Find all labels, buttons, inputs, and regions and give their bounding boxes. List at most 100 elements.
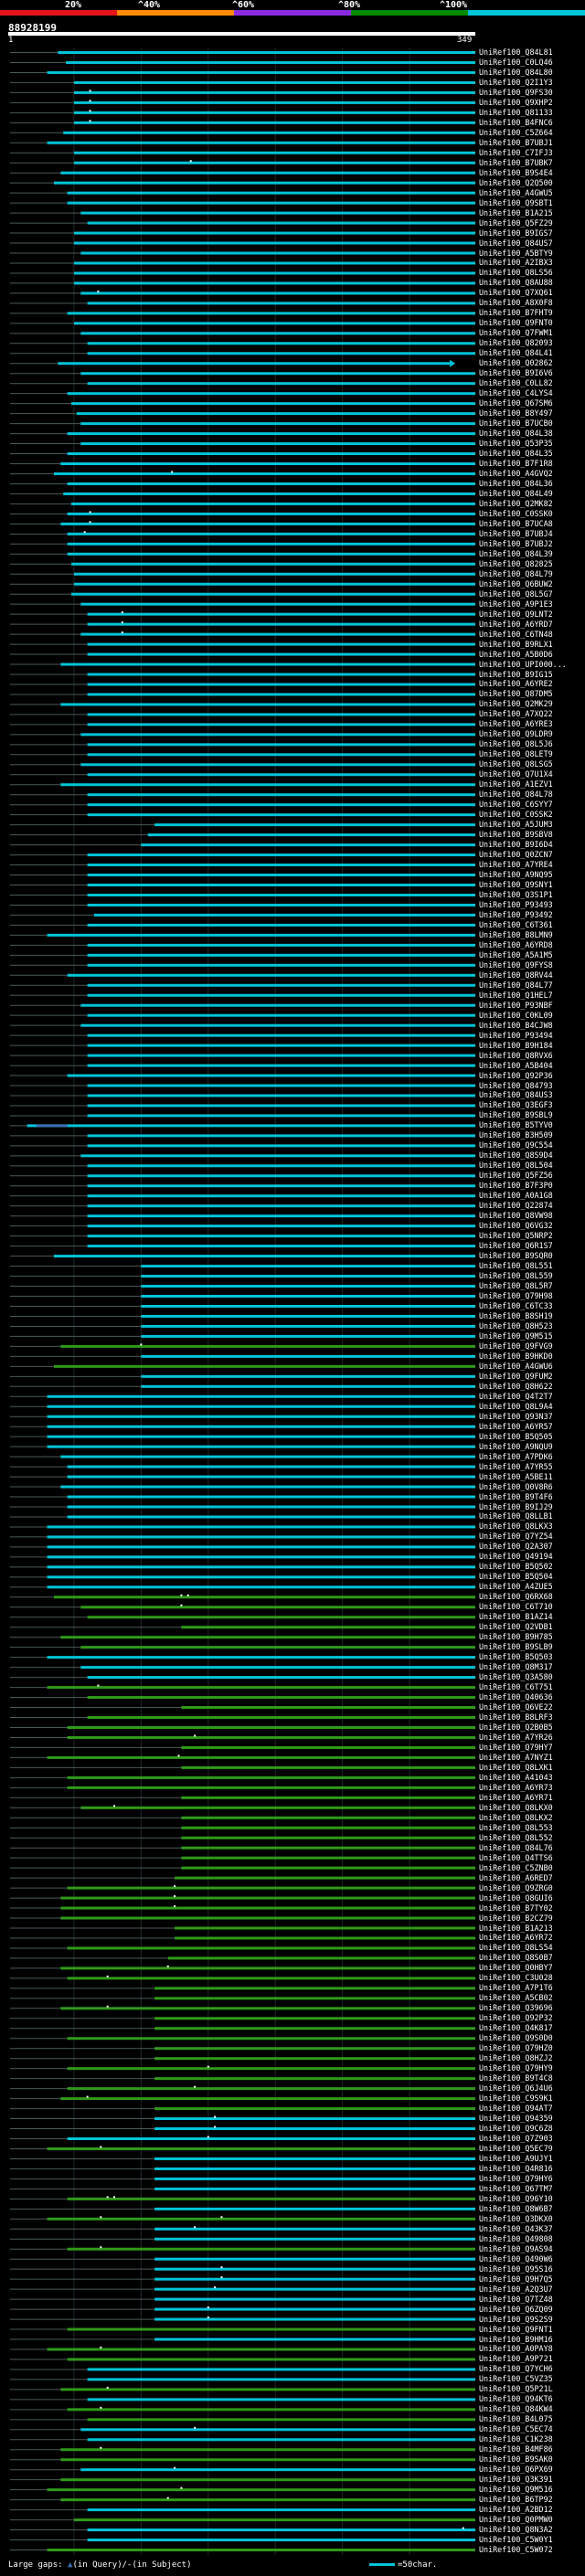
hit-label[interactable]: UniRef100_Q9FVG9 xyxy=(479,1341,553,1351)
hit-label[interactable]: UniRef100_B4CJW8 xyxy=(479,1020,553,1030)
hit-bar[interactable] xyxy=(141,1324,475,1328)
hit-bar[interactable] xyxy=(67,2067,475,2071)
hit-label[interactable]: UniRef100_Q9S0D0 xyxy=(479,2033,553,2043)
hit-bar[interactable] xyxy=(181,1836,475,1839)
hit-label[interactable]: UniRef100_Q6VE22 xyxy=(479,1702,553,1712)
hit-label[interactable]: UniRef100_Q5FZ56 xyxy=(479,1171,553,1181)
hit-label[interactable]: UniRef100_Q81133 xyxy=(479,107,553,117)
hit-label[interactable]: UniRef100_Q53P35 xyxy=(479,439,553,449)
hit-bar[interactable] xyxy=(80,2428,476,2432)
hit-label[interactable]: UniRef100_A6YR72 xyxy=(479,1933,553,1943)
hit-bar[interactable] xyxy=(87,963,475,967)
hit-label[interactable]: UniRef100_Q7YZ54 xyxy=(479,1532,553,1542)
hit-bar[interactable] xyxy=(67,1786,475,1789)
hit-label[interactable]: UniRef100_C5W0Y1 xyxy=(479,2535,553,2545)
hit-label[interactable]: UniRef100_Q67TM7 xyxy=(479,2183,553,2193)
hit-bar[interactable] xyxy=(80,1023,476,1027)
hit-bar[interactable] xyxy=(154,2107,475,2111)
hit-bar[interactable] xyxy=(47,1415,475,1418)
hit-bar[interactable] xyxy=(154,1987,475,1990)
hit-bar[interactable] xyxy=(147,833,475,837)
hit-label[interactable]: UniRef100_Q7YCH6 xyxy=(479,2364,553,2374)
hit-label[interactable]: UniRef100_Q9SBT1 xyxy=(479,197,553,207)
hit-label[interactable]: UniRef100_Q82093 xyxy=(479,338,553,348)
hit-bar[interactable] xyxy=(71,592,475,596)
hit-label[interactable]: UniRef100_A6RED7 xyxy=(479,1872,553,1882)
hit-bar[interactable] xyxy=(73,261,476,265)
hit-bar[interactable] xyxy=(87,883,475,886)
hit-bar[interactable] xyxy=(181,1796,475,1799)
hit-bar[interactable] xyxy=(47,2549,475,2552)
hit-bar[interactable] xyxy=(154,2167,475,2170)
hit-bar[interactable] xyxy=(58,50,476,54)
hit-bar[interactable] xyxy=(87,1013,475,1017)
hit-label[interactable]: UniRef100_B3H509 xyxy=(479,1130,553,1140)
hit-bar[interactable] xyxy=(47,1525,475,1529)
hit-label[interactable]: UniRef100_B9SQR0 xyxy=(479,1251,553,1261)
hit-label[interactable]: UniRef100_Q8S0B7 xyxy=(479,1953,553,1963)
hit-label[interactable]: UniRef100_B9HKD0 xyxy=(479,1351,553,1361)
hit-bar[interactable] xyxy=(154,2157,475,2160)
hit-label[interactable]: UniRef100_Q8L9A4 xyxy=(479,1401,553,1411)
hit-bar[interactable] xyxy=(87,1245,475,1248)
hit-label[interactable]: UniRef100_Q8L559 xyxy=(479,1271,553,1281)
hit-label[interactable]: UniRef100_Q94359 xyxy=(479,2114,553,2124)
hit-bar[interactable] xyxy=(67,1505,475,1509)
hit-label[interactable]: UniRef100_Q9M516 xyxy=(479,2485,553,2495)
hit-bar[interactable] xyxy=(181,1816,475,1819)
hit-bar[interactable] xyxy=(141,843,475,847)
hit-bar[interactable] xyxy=(87,2539,475,2542)
hit-label[interactable]: UniRef100_B9I6D4 xyxy=(479,840,553,850)
hit-bar[interactable] xyxy=(60,2388,475,2391)
hit-label[interactable]: UniRef100_Q3K391 xyxy=(479,2475,553,2485)
hit-label[interactable]: UniRef100_Q0HBY7 xyxy=(479,1963,553,1973)
hit-label[interactable]: UniRef100_A0PAY8 xyxy=(479,2344,553,2354)
hit-bar[interactable] xyxy=(87,2528,475,2532)
hit-label[interactable]: UniRef100_Q8L551 xyxy=(479,1261,553,1271)
hit-label[interactable]: UniRef100_Q7Z903 xyxy=(479,2133,553,2143)
hit-label[interactable]: UniRef100_Q84US7 xyxy=(479,238,553,248)
hit-bar[interactable] xyxy=(154,2047,475,2051)
hit-bar[interactable] xyxy=(87,352,475,355)
hit-label[interactable]: UniRef100_C6T751 xyxy=(479,1682,553,1692)
hit-label[interactable]: UniRef100_A6YRE2 xyxy=(479,679,553,689)
hit-bar[interactable] xyxy=(181,1846,475,1850)
hit-bar[interactable] xyxy=(87,1204,475,1208)
hit-bar[interactable] xyxy=(47,2217,475,2221)
hit-label[interactable]: UniRef100_C0SSK0 xyxy=(479,508,553,518)
hit-bar[interactable] xyxy=(87,1716,475,1720)
hit-bar[interactable] xyxy=(67,191,475,195)
hit-label[interactable]: UniRef100_Q84L38 xyxy=(479,429,553,439)
hit-bar[interactable] xyxy=(154,2287,475,2291)
hit-bar[interactable] xyxy=(67,2087,475,2091)
hit-bar[interactable] xyxy=(73,322,476,325)
hit-bar[interactable] xyxy=(71,562,475,566)
hit-label[interactable]: UniRef100_Q5FZ29 xyxy=(479,217,553,228)
hit-bar[interactable] xyxy=(181,1856,475,1860)
hit-bar[interactable] xyxy=(73,582,476,586)
hit-bar[interactable] xyxy=(87,2368,475,2371)
hit-bar[interactable] xyxy=(60,1966,475,1970)
hit-bar[interactable] xyxy=(47,1435,475,1438)
hit-label[interactable]: UniRef100_A2Q3U7 xyxy=(479,2284,553,2294)
hit-bar[interactable] xyxy=(87,1676,475,1680)
hit-bar[interactable] xyxy=(47,1555,475,1559)
hit-bar[interactable] xyxy=(53,1255,475,1258)
hit-label[interactable]: UniRef100_A5B0D6 xyxy=(479,649,553,659)
hit-label[interactable]: UniRef100_B9RLX1 xyxy=(479,639,553,649)
hit-label[interactable]: UniRef100_C5EC74 xyxy=(479,2424,553,2434)
hit-label[interactable]: UniRef100_B5Q505 xyxy=(479,1431,553,1441)
hit-label[interactable]: UniRef100_Q92P32 xyxy=(479,2013,553,2023)
hit-bar[interactable] xyxy=(154,823,475,827)
hit-label[interactable]: UniRef100_Q79HY6 xyxy=(479,2173,553,2183)
hit-bar[interactable] xyxy=(87,1616,475,1619)
hit-label[interactable]: UniRef100_Q8LKX3 xyxy=(479,1521,553,1532)
hit-bar[interactable] xyxy=(87,1164,475,1168)
hit-bar[interactable] xyxy=(80,422,476,426)
hit-label[interactable]: UniRef100_Q8H523 xyxy=(479,1320,553,1330)
hit-bar[interactable] xyxy=(73,121,476,124)
hit-bar[interactable] xyxy=(87,953,475,957)
hit-bar[interactable] xyxy=(53,181,475,185)
hit-label[interactable]: UniRef100_Q96Y10 xyxy=(479,2193,553,2203)
hit-bar[interactable] xyxy=(60,171,475,175)
